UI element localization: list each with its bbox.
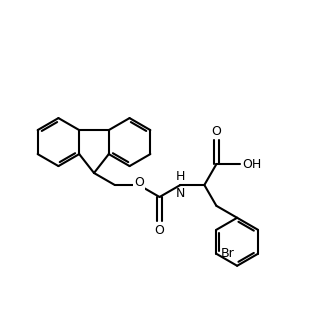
Text: O: O <box>212 125 221 138</box>
Text: OH: OH <box>242 158 262 171</box>
Text: Br: Br <box>220 247 234 260</box>
Text: O: O <box>155 224 165 237</box>
Text: H: H <box>176 170 185 183</box>
Text: N: N <box>176 187 185 200</box>
Text: O: O <box>134 177 144 189</box>
